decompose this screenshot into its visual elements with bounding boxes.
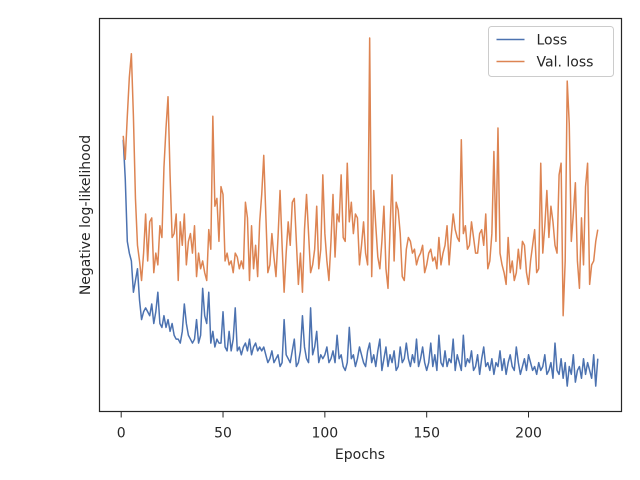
x-tick-label: 150	[413, 426, 440, 442]
y-axis-label: Negative log-likelihood	[78, 135, 94, 295]
legend-label: Loss	[537, 33, 568, 49]
series-line	[122, 139, 599, 387]
x-tick-label: 50	[214, 426, 232, 442]
legend-label: Val. loss	[537, 55, 594, 71]
x-axis-label: Epochs	[335, 447, 385, 463]
x-tick-label: 100	[311, 426, 338, 442]
x-tick-label: 200	[515, 426, 542, 442]
series-line	[122, 37, 599, 317]
plot-frame	[98, 17, 623, 413]
x-tick-label: 0	[117, 426, 126, 442]
